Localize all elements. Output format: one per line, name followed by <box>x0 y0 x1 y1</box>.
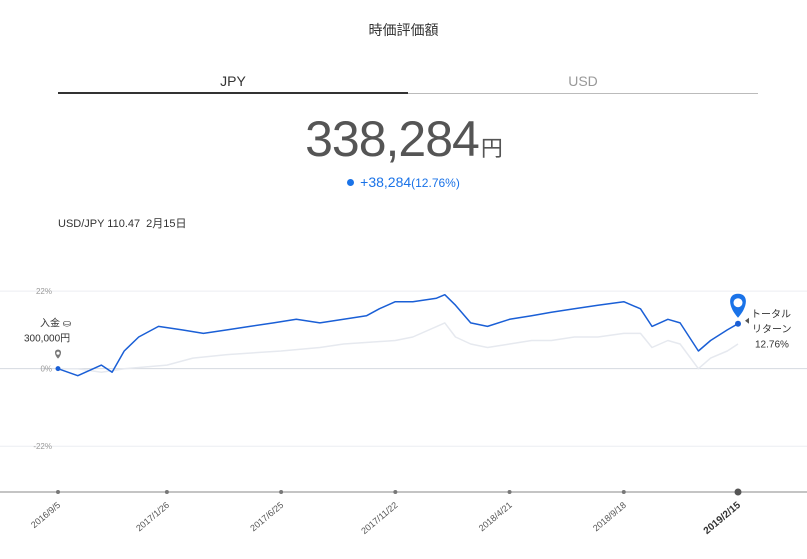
tab-usd[interactable]: USD <box>408 70 758 94</box>
deposit-pin-icon <box>55 349 61 359</box>
x-tick-label: 2018/9/18 <box>591 500 628 533</box>
performance-chart[interactable]: 22% 0% -22% 2016/9/5 2017/1/26 2017/6/25 2017/… <box>0 270 807 559</box>
start-point <box>55 366 61 372</box>
x-tick-label: 2017/1/26 <box>134 500 171 533</box>
end-point <box>735 320 741 327</box>
x-tick-label: 2016/9/5 <box>29 500 62 530</box>
y-tick-label: 22% <box>36 287 52 296</box>
x-tick-label: 2017/11/22 <box>359 500 399 536</box>
valuation-change: +38,284(12.76%) <box>0 174 807 190</box>
pointer-arrow-icon <box>745 317 749 324</box>
tab-jpy[interactable]: JPY <box>58 70 408 94</box>
change-amount: +38,284 <box>360 174 412 190</box>
fx-pair: USD/JPY 110.47 <box>58 218 141 230</box>
x-tick-dot <box>279 490 284 494</box>
valuation-unit: 円 <box>480 136 503 161</box>
y-tick-label: 0% <box>40 365 52 374</box>
total-return-label: トータル <box>751 309 791 321</box>
x-tick-dot <box>56 490 60 494</box>
x-tick-dot <box>734 488 742 496</box>
x-tick-label: 2017/6/25 <box>248 500 285 533</box>
x-tick-dot <box>393 490 398 494</box>
fx-rate: USD/JPY 110.47 2月15日 <box>58 215 187 231</box>
x-tick-dot <box>164 490 169 494</box>
fx-date: 2月15日 <box>146 218 187 230</box>
valuation-value: 338,284 <box>305 111 480 167</box>
x-tick-label: 2018/4/21 <box>477 500 514 533</box>
total-return-label: リターン <box>752 324 792 336</box>
deposit-amount: 300,000円 <box>24 334 70 345</box>
x-tick-label: 2019/2/15 <box>702 500 743 537</box>
location-pin-icon <box>730 293 746 318</box>
benchmark-line <box>58 322 739 373</box>
x-tick-dot <box>507 490 512 494</box>
change-dot-icon <box>347 178 355 186</box>
page-title: 時価評価額 <box>368 22 439 38</box>
y-tick-label: -22% <box>33 442 52 451</box>
change-percent: (12.76%) <box>411 176 460 190</box>
total-return-percent: 12.76% <box>755 340 789 351</box>
portfolio-line <box>57 293 739 377</box>
currency-tabs: JPY USD <box>58 70 758 94</box>
valuation-amount: 338,284円 <box>0 110 807 168</box>
x-tick-dot <box>621 490 626 494</box>
deposit-label: 入金 ⛀ <box>40 317 71 330</box>
